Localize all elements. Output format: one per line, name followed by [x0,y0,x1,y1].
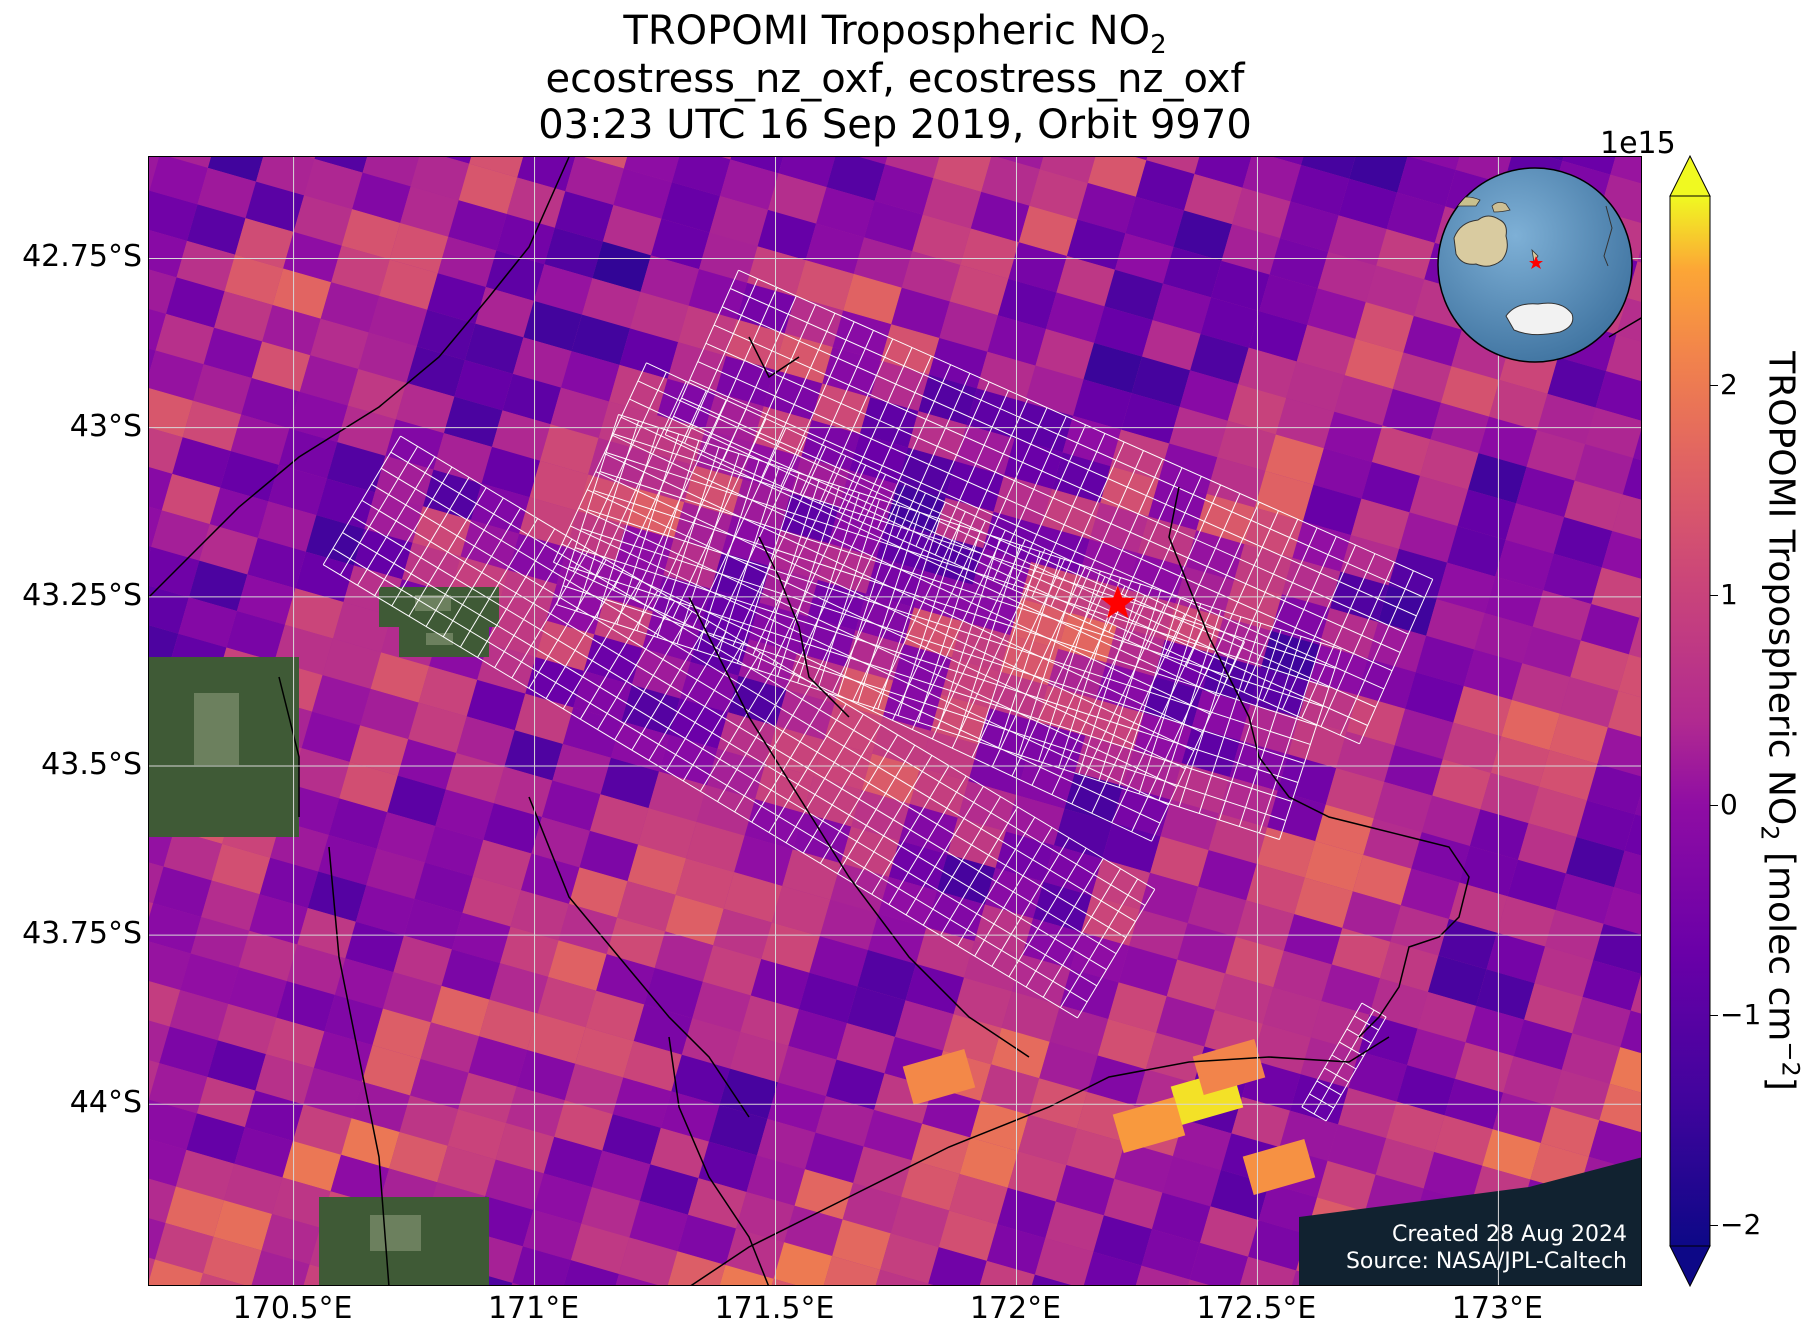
map-panel[interactable]: Created 28 Aug 2024 Source: NASA/JPL-Cal… [148,156,1642,1286]
colorbar-label-text: TROPOMI Tropospheric NO [1760,351,1802,826]
colorbar-tick-label: 2 [1720,368,1738,401]
colorbar-tickmark [1710,1225,1718,1226]
map-canvas[interactable] [149,157,1642,1286]
colorbar-tickmark [1710,385,1718,386]
map-title-line2: ecostress_nz_oxf, ecostress_nz_oxf [545,56,1245,102]
lon-tick-label: 171.5°E [714,1291,835,1326]
colorbar-tickmark [1710,805,1718,806]
colorbar-tick-label: −2 [1720,1208,1762,1241]
lat-tick-label: 44°S [69,1085,142,1121]
lat-tick-label: 43.75°S [22,916,142,952]
colorbar-label-superscript: −2 [1776,1041,1805,1077]
colorbar-tick-label: 1 [1720,578,1738,611]
colorbar [1669,154,1711,1288]
ecostress-swaths [322,269,1434,1122]
credit-source: Source: NASA/JPL-Caltech [1345,1249,1627,1274]
lon-tick-label: 172°E [969,1291,1062,1326]
colorbar-tick-label: 0 [1720,788,1738,821]
credit-created: Created 28 Aug 2024 [1392,1222,1627,1247]
colorbar-label: TROPOMI Tropospheric NO2 [molec cm−2] [1755,351,1804,1091]
star-icon [1100,585,1135,619]
terrain-imagery [149,587,499,1285]
colorbar-label-units: [molec cm [1760,840,1802,1042]
lon-tick-label: 172.5°E [1196,1291,1317,1326]
graticule [149,157,1641,1285]
credit-block: Created 28 Aug 2024 Source: NASA/JPL-Cal… [1346,1221,1627,1275]
lat-tick-label: 43.25°S [22,577,142,613]
colorbar-multiplier: 1e15 [1600,126,1676,161]
lon-tick-label: 171°E [487,1291,580,1326]
colorbar-label-end: ] [1760,1076,1802,1091]
colorbar-tickmark [1710,1015,1718,1016]
lat-tick-label: 43.5°S [41,746,142,782]
title-text: TROPOMI Tropospheric NO [623,8,1151,54]
lon-tick-label: 173°E [1451,1291,1544,1326]
globe-icon [1437,167,1633,363]
lon-tick-label: 170.5°E [232,1291,353,1326]
map-title-line3: 03:23 UTC 16 Sep 2019, Orbit 9970 [538,102,1252,148]
lat-tick-label: 42.75°S [22,239,142,275]
lat-tick-label: 43°S [69,408,142,444]
inset-marker [1529,256,1543,269]
colorbar-tickmark [1710,595,1718,596]
map-title-line1: TROPOMI Tropospheric NO2 [148,8,1642,68]
title-subscript: 2 [1150,30,1167,60]
colorbar-label-subscript: 2 [1755,825,1784,841]
coastline [149,157,1641,1285]
colorbar-tick-label: −1 [1720,998,1762,1031]
